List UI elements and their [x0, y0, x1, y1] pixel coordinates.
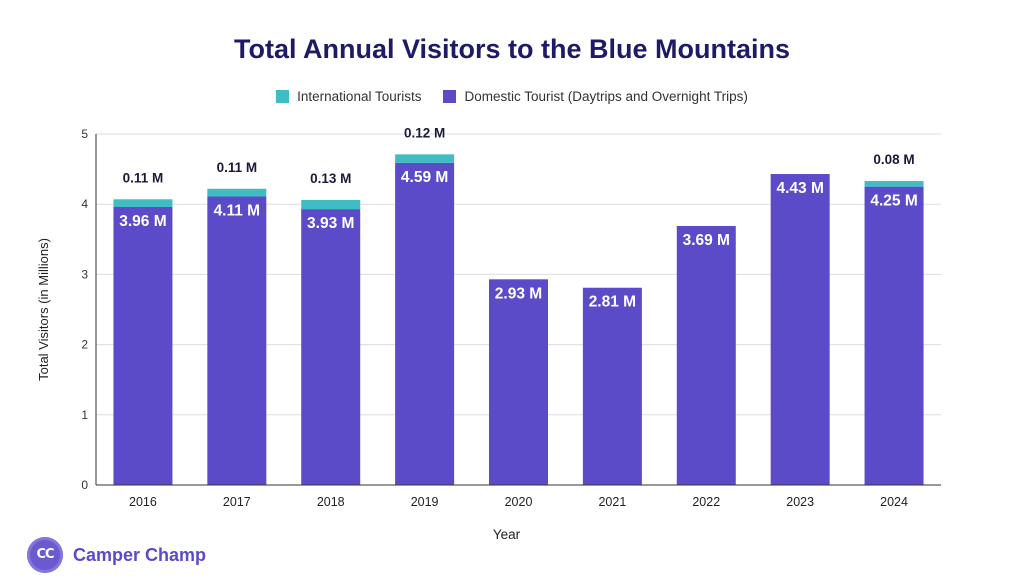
- legend-item-international: International Tourists: [276, 89, 421, 104]
- brand: CC Camper Champ: [27, 537, 206, 573]
- bar-international: [113, 199, 173, 208]
- data-label-domestic: 3.69 M: [683, 232, 730, 249]
- x-tick-label: 2021: [598, 495, 626, 509]
- data-label-international: 0.12 M: [404, 125, 445, 140]
- x-tick-label: 2022: [692, 495, 720, 509]
- bar-domestic: [395, 162, 455, 486]
- y-tick-label: 0: [81, 478, 88, 492]
- data-label-international: 0.13 M: [310, 171, 351, 186]
- data-label-international: 0.11 M: [217, 160, 258, 175]
- y-tick-label: 1: [81, 408, 88, 422]
- data-label-domestic: 3.93 M: [307, 215, 354, 232]
- brand-logo-icon: CC: [27, 537, 63, 573]
- data-label-domestic: 4.59 M: [401, 169, 448, 186]
- x-tick-label: 2018: [317, 495, 345, 509]
- data-label-domestic: 3.96 M: [119, 213, 166, 230]
- x-tick-label: 2017: [223, 495, 251, 509]
- bar-domestic: [489, 279, 548, 485]
- bar-domestic: [207, 196, 267, 485]
- brand-name: Camper Champ: [73, 544, 207, 565]
- x-tick-label: 2024: [880, 495, 908, 509]
- bar-domestic: [301, 209, 361, 485]
- legend: International Tourists Domestic Tourist …: [0, 89, 1024, 104]
- y-axis-title: Total Visitors (in Millions): [36, 238, 51, 381]
- data-label-domestic: 2.81 M: [589, 294, 636, 311]
- legend-swatch-domestic: [443, 90, 457, 103]
- bar-international: [864, 181, 924, 187]
- chart-title: Total Annual Visitors to the Blue Mounta…: [233, 34, 791, 64]
- legend-swatch-international: [276, 90, 290, 103]
- y-tick-label: 2: [81, 338, 88, 352]
- x-tick-label: 2023: [786, 495, 814, 509]
- bar-international: [395, 154, 455, 163]
- bar-domestic: [770, 174, 830, 485]
- x-tick-label: 2019: [411, 495, 439, 509]
- bar-international: [207, 188, 267, 197]
- x-axis-title: Year: [493, 527, 521, 542]
- legend-item-domestic: Domestic Tourist (Daytrips and Overnight…: [443, 89, 748, 104]
- legend-label-international: International Tourists: [297, 89, 422, 104]
- data-label-domestic: 2.93 M: [495, 285, 542, 302]
- x-tick-label: 2016: [129, 495, 157, 509]
- bar-domestic: [864, 186, 924, 485]
- bar-domestic: [676, 225, 736, 485]
- data-label-domestic: 4.25 M: [870, 193, 917, 210]
- bar-domestic: [582, 287, 642, 485]
- y-tick-label: 5: [81, 127, 88, 141]
- legend-label-domestic: Domestic Tourist (Daytrips and Overnight…: [464, 89, 748, 104]
- data-label-domestic: 4.43 M: [776, 180, 823, 197]
- bar-domestic: [113, 207, 173, 485]
- y-tick-label: 4: [81, 197, 88, 211]
- data-label-international: 0.08 M: [873, 152, 914, 167]
- x-tick-label: 2020: [505, 495, 533, 509]
- y-tick-label: 3: [81, 267, 88, 281]
- data-label-international: 0.11 M: [123, 170, 164, 185]
- bar-international: [301, 199, 361, 210]
- brand-logo-text: CC: [36, 547, 54, 562]
- data-label-domestic: 4.11 M: [214, 202, 261, 219]
